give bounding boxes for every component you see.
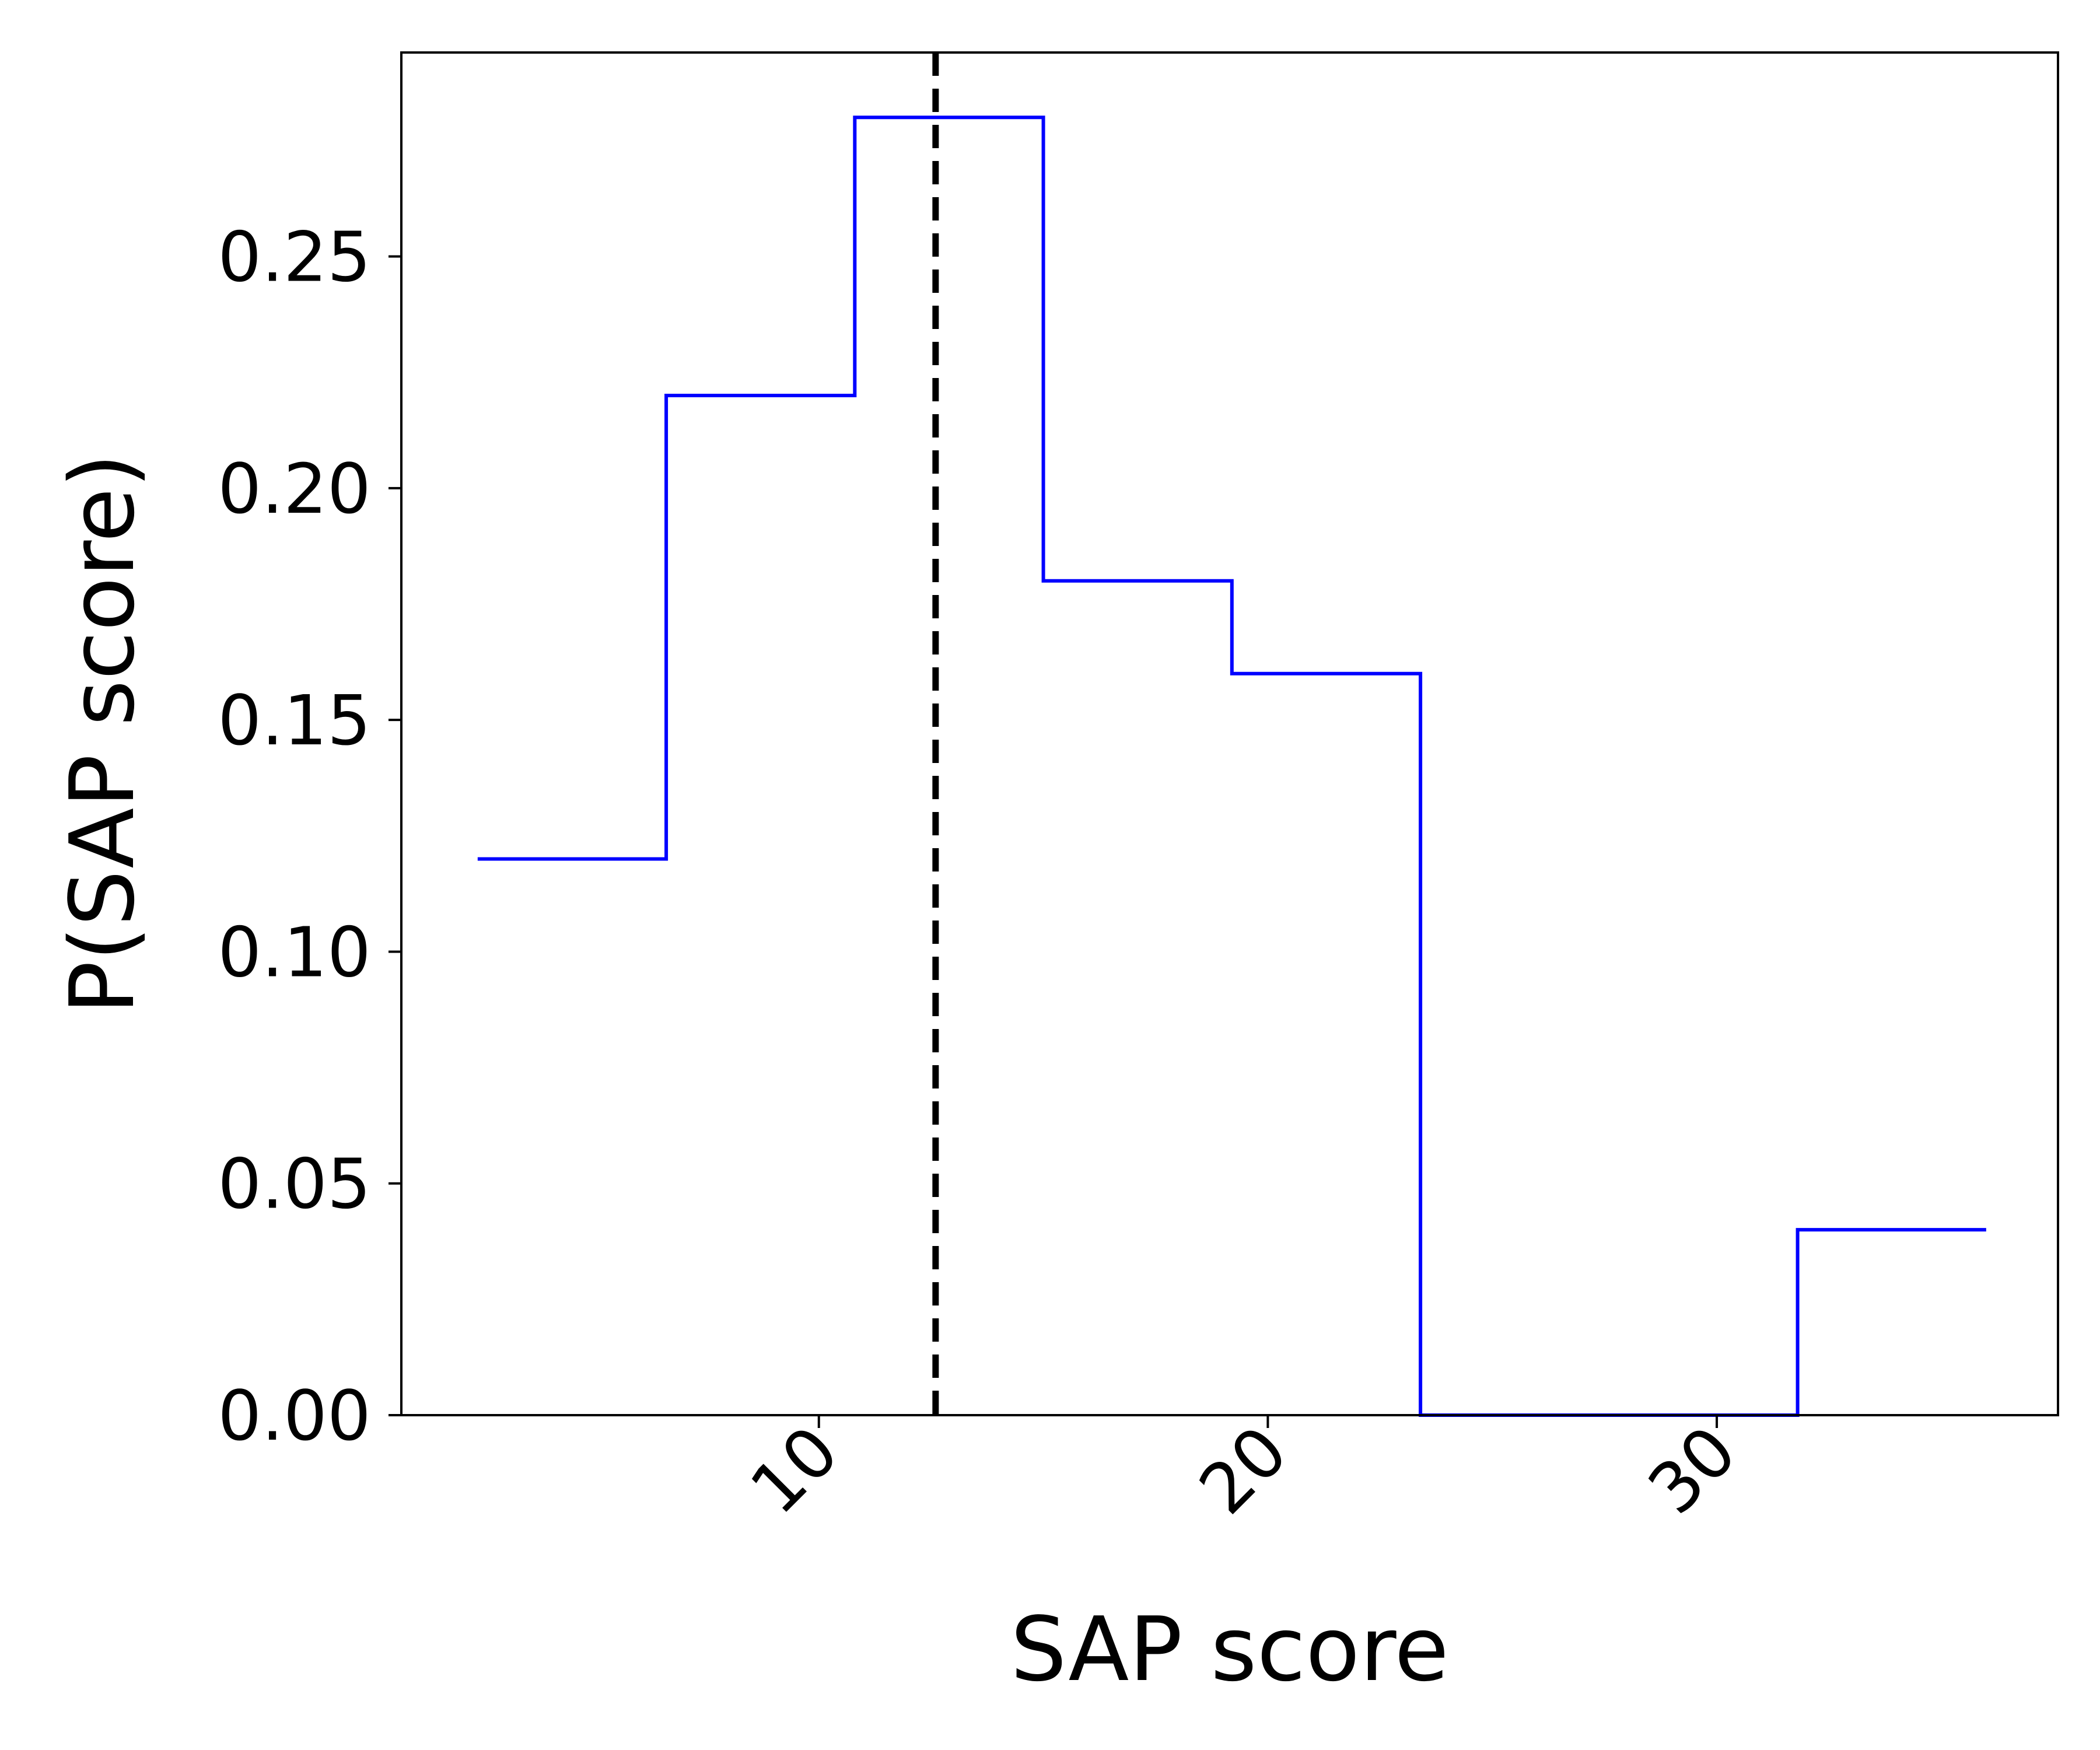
plot-frame [400,51,2059,1416]
y-tick-label-0: 0.00 [218,1376,371,1456]
y-tick-label-1: 0.05 [218,1144,371,1224]
x-axis: 10 20 30 [735,1410,1752,1530]
x-axis-title: SAP score [1010,1598,1449,1701]
y-tick-label-3: 0.15 [218,680,371,761]
x-tick-label-1: 20 [1184,1410,1303,1530]
y-axis: 0.00 0.05 0.10 0.15 0.20 0.25 [218,217,401,1456]
x-tick-label-2: 30 [1633,1410,1752,1530]
y-tick-label-4: 0.20 [218,449,371,529]
x-tick-label-0: 10 [735,1410,854,1530]
y-axis-title: P(SAP score) [51,453,154,1014]
y-tick-label-2: 0.10 [218,912,371,992]
data-layer [477,52,1986,1417]
y-tick-label-5: 0.25 [218,217,371,298]
series-line-0 [477,116,1986,1417]
